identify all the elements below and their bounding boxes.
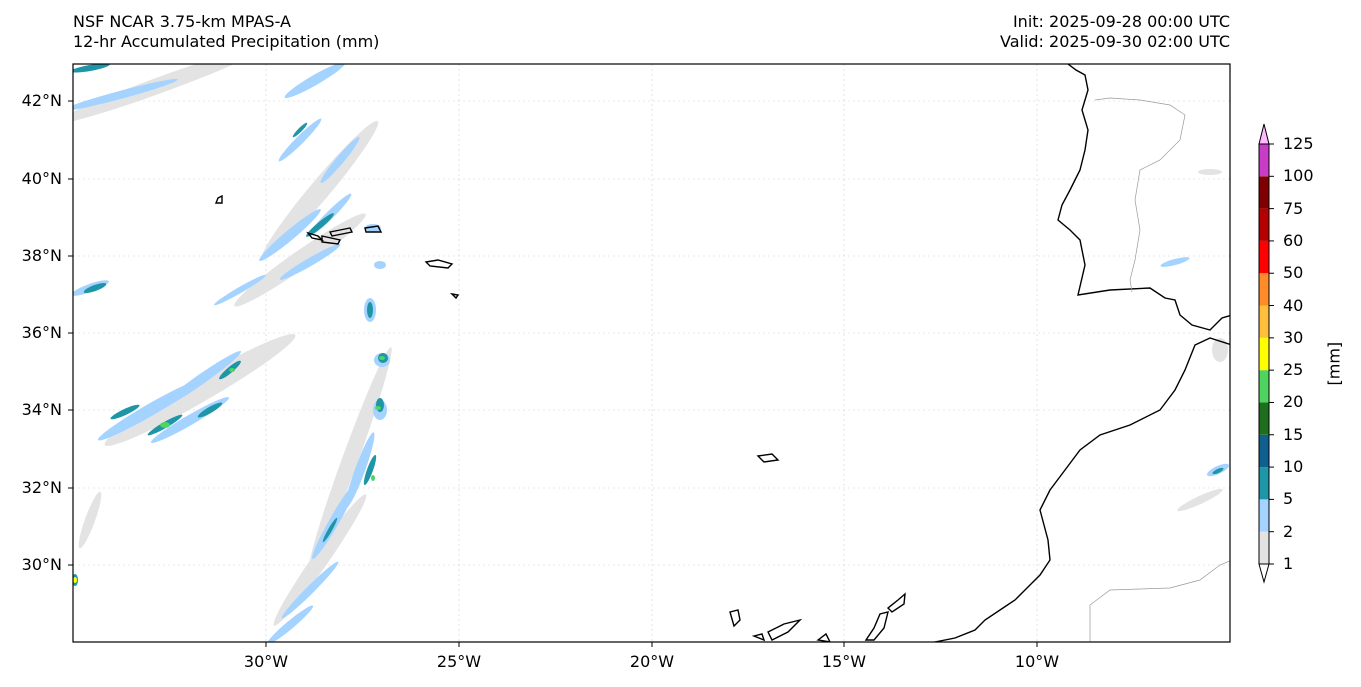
colorbar-level-label: 25 [1283, 360, 1304, 380]
init-time: Init: 2025-09-28 00:00 UTC [1012, 12, 1230, 31]
lon-label-25w: 25°W [436, 652, 482, 671]
colorbar-level-label: 20 [1283, 392, 1304, 412]
colorbar-segment [1259, 208, 1269, 241]
colorbar-segment [1259, 434, 1269, 468]
colorbar-lower-extend [1258, 563, 1270, 584]
colorbar-level-label: 75 [1283, 198, 1304, 218]
colorbar-segment [1259, 370, 1269, 403]
lon-label-20w: 20°W [629, 652, 675, 671]
colorbar-segment [1259, 305, 1269, 338]
colorbar-segment [1259, 467, 1269, 500]
colorbar-level-label: 40 [1283, 295, 1304, 315]
colorbar-level-label: 2 [1283, 521, 1294, 541]
coastlines [214, 64, 1230, 642]
colorbar-level-label: 10 [1283, 457, 1304, 477]
axis-ticks [68, 100, 1038, 647]
colorbar-outline [1258, 143, 1270, 565]
colorbar-segment [1259, 402, 1269, 435]
colorbar-level-label: 125 [1283, 134, 1314, 153]
lat-label-42: 42°N [21, 91, 62, 110]
lat-label-34: 34°N [21, 400, 62, 419]
colorbar-segment [1259, 144, 1269, 177]
colorbar-segment [1259, 240, 1269, 274]
colorbar-level-label: 60 [1283, 230, 1304, 250]
colorbar [1258, 123, 1274, 584]
lon-label-30w: 30°W [243, 652, 289, 671]
valid-time: Valid: 2025-09-30 02:00 UTC [999, 32, 1230, 51]
lon-label-10w: 10°W [1014, 652, 1060, 671]
colorbar-unit: [mm] [1324, 341, 1344, 386]
colorbar-upper-extend [1258, 123, 1270, 145]
lat-label-36: 36°N [21, 323, 62, 342]
gridlines [73, 64, 1230, 642]
lat-label-40: 40°N [21, 169, 62, 188]
field-title: 12-hr Accumulated Precipitation (mm) [73, 32, 380, 51]
country-borders [1089, 97, 1230, 642]
colorbar-segment [1259, 499, 1269, 532]
lat-label-38: 38°N [21, 246, 62, 265]
lon-label-15w: 15°W [821, 652, 867, 671]
title-right: Init: 2025-09-28 00:00 UTC Valid: 2025-0… [1000, 12, 1230, 52]
colorbar-level-label: 100 [1283, 166, 1314, 186]
model-title: NSF NCAR 3.75-km MPAS-A [73, 12, 291, 31]
colorbar-segment [1259, 273, 1269, 306]
colorbar-segment [1259, 337, 1269, 371]
lat-label-30: 30°N [21, 555, 62, 574]
colorbar-level-label: 1 [1283, 554, 1294, 573]
colorbar-segment [1259, 531, 1269, 564]
title-left: NSF NCAR 3.75-km MPAS-A 12-hr Accumulate… [73, 12, 379, 52]
precipitation-field [73, 64, 1230, 642]
colorbar-level-label: 5 [1283, 489, 1294, 509]
colorbar-level-label: 15 [1283, 424, 1304, 444]
colorbar-level-label: 30 [1283, 327, 1304, 347]
colorbar-level-label: 50 [1283, 263, 1304, 283]
colorbar-segment [1259, 176, 1269, 209]
lat-label-32: 32°N [21, 478, 62, 497]
